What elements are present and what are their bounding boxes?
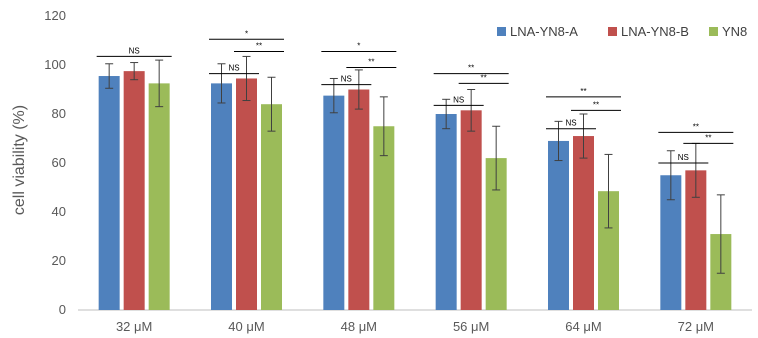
significance-label: NS	[453, 95, 464, 104]
x-tick-label: 64 μM	[565, 319, 601, 334]
x-tick-label: 56 μM	[453, 319, 489, 334]
significance-layer: NS*NS** *NS****NS****NS****NS**	[96, 29, 734, 164]
significance-label: **	[580, 87, 586, 96]
y-axis: 0 20 40 60 80 100 120	[44, 8, 66, 317]
significance-label: NS	[228, 64, 239, 73]
bar	[485, 158, 507, 310]
y-tick-label: 40	[52, 204, 66, 219]
y-tick-label: 0	[59, 302, 66, 317]
legend-swatch	[608, 27, 617, 36]
significance-label: **	[468, 64, 474, 73]
y-tick-label: 120	[44, 8, 66, 23]
bar	[236, 78, 257, 310]
legend-swatch	[709, 27, 718, 36]
bar	[598, 191, 619, 310]
bar	[348, 89, 370, 310]
bar	[123, 71, 145, 310]
significance-label: **	[693, 122, 699, 131]
x-axis: 32 μM 40 μM 48 μM 56 μM 64 μM 72 μM	[116, 319, 714, 334]
significance-label: **	[705, 133, 711, 142]
bar	[660, 175, 682, 310]
bar	[211, 83, 232, 310]
legend-swatch	[497, 27, 506, 36]
bar	[98, 76, 120, 311]
significance-label: **	[256, 42, 262, 51]
y-tick-label: 20	[52, 253, 66, 268]
x-tick-label: 40 μM	[228, 319, 264, 334]
error-bars-layer	[105, 55, 725, 274]
bars-layer	[98, 71, 732, 311]
significance-label: NS	[565, 119, 576, 128]
bar	[261, 104, 282, 310]
y-tick-label: 60	[52, 155, 66, 170]
significance-label: *	[245, 29, 248, 38]
bar	[573, 136, 594, 310]
legend-label: LNA-YN8-A	[510, 24, 578, 39]
x-tick-label: 72 μM	[678, 319, 714, 334]
bar	[435, 114, 457, 310]
y-tick-label: 80	[52, 106, 66, 121]
bar	[148, 83, 170, 310]
x-tick-label: 48 μM	[341, 319, 377, 334]
significance-label: *	[357, 42, 360, 51]
legend-label: LNA-YN8-B	[621, 24, 689, 39]
bar	[373, 126, 395, 310]
significance-label: NS	[678, 153, 689, 162]
bar	[548, 140, 569, 310]
legend: LNA-YN8-A LNA-YN8-B YN8	[497, 24, 747, 39]
bar	[460, 110, 482, 310]
significance-label: **	[368, 57, 374, 66]
significance-label: **	[593, 100, 599, 109]
bar	[323, 95, 345, 310]
y-axis-title: cell viability (%)	[11, 105, 28, 215]
x-tick-label: 32 μM	[116, 319, 152, 334]
legend-label: YN8	[722, 24, 747, 39]
significance-label: NS	[129, 46, 140, 55]
significance-label: NS	[341, 75, 352, 84]
significance-label: **	[481, 73, 487, 82]
y-tick-label: 100	[44, 57, 66, 72]
bar	[685, 170, 707, 310]
